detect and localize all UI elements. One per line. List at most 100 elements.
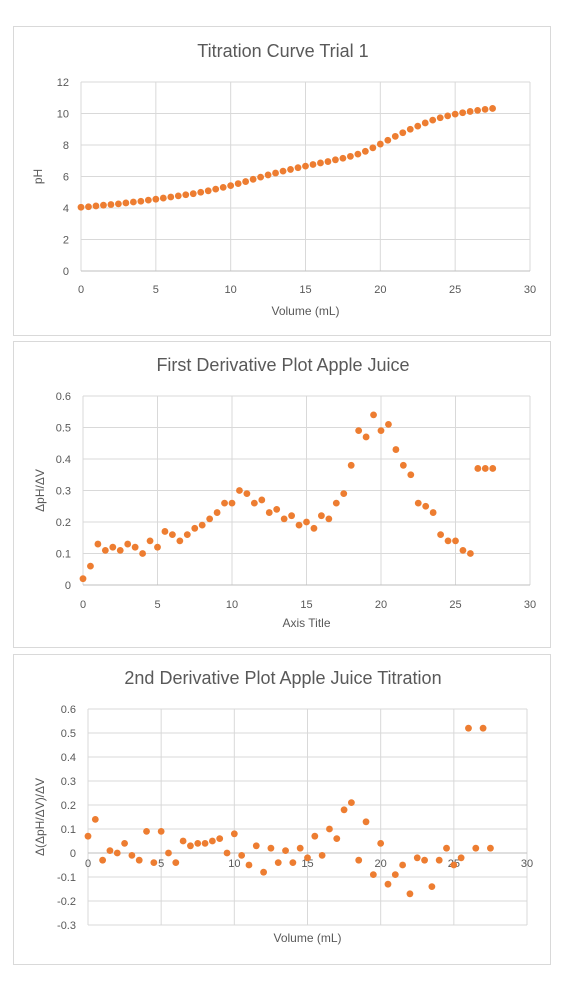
y-tick-label: 8 bbox=[63, 140, 69, 152]
data-point bbox=[250, 499, 258, 507]
data-point bbox=[414, 122, 422, 130]
data-point bbox=[347, 152, 354, 160]
data-point bbox=[289, 859, 297, 866]
x-axis-title: Axis Title bbox=[282, 616, 330, 630]
data-point bbox=[369, 144, 377, 152]
data-point bbox=[355, 427, 363, 435]
data-point bbox=[213, 509, 221, 516]
data-point bbox=[287, 166, 294, 173]
data-point bbox=[347, 461, 355, 469]
data-point bbox=[242, 178, 250, 185]
data-point bbox=[413, 854, 421, 862]
data-point bbox=[92, 202, 100, 210]
data-point bbox=[326, 825, 333, 833]
y-tick-label: 0 bbox=[70, 848, 76, 860]
first-derivative-plot: First Derivative Plot Apple Juice 0 0.1 0.2… bbox=[33, 355, 536, 630]
x-tick-label: 5 bbox=[154, 599, 160, 611]
data-point bbox=[304, 854, 311, 862]
data-point bbox=[437, 531, 444, 538]
data-point bbox=[135, 856, 143, 864]
data-point bbox=[128, 852, 136, 859]
data-point bbox=[274, 859, 282, 866]
data-point bbox=[391, 871, 399, 878]
data-point bbox=[272, 169, 279, 177]
data-point bbox=[191, 524, 199, 532]
x-tick-label: 20 bbox=[374, 284, 386, 296]
x-tick-label: 20 bbox=[375, 858, 387, 870]
data-point bbox=[302, 162, 309, 170]
data-point bbox=[265, 509, 273, 516]
data-point bbox=[377, 840, 385, 847]
data-point bbox=[474, 465, 482, 472]
data-point bbox=[121, 840, 128, 847]
x-axis-title: Volume (mL) bbox=[273, 931, 341, 945]
data-point bbox=[459, 109, 467, 117]
x-tick-label: 30 bbox=[521, 858, 533, 870]
data-point bbox=[384, 880, 392, 888]
data-point bbox=[399, 129, 407, 137]
data-point bbox=[167, 193, 175, 201]
data-point bbox=[94, 540, 102, 548]
x-tick-label: 0 bbox=[80, 599, 86, 611]
data-point bbox=[107, 201, 115, 208]
data-point bbox=[422, 502, 430, 510]
data-point bbox=[174, 192, 182, 200]
data-point bbox=[392, 446, 400, 453]
data-point bbox=[189, 190, 197, 198]
y-tick-label: -0.3 bbox=[57, 920, 76, 932]
y-tick-label: 4 bbox=[63, 203, 69, 215]
y-tick-label: 0.4 bbox=[56, 454, 71, 466]
data-point bbox=[87, 562, 94, 570]
data-point bbox=[252, 842, 260, 850]
data-point bbox=[479, 724, 487, 732]
data-point bbox=[169, 531, 176, 538]
data-point bbox=[187, 842, 194, 850]
x-tick-label: 10 bbox=[225, 284, 237, 296]
data-point bbox=[474, 106, 482, 114]
x-tick-label: 10 bbox=[226, 599, 238, 611]
titration-curve-plot: Titration Curve Trial 1 0 2 4 6 8 10 12 0 5 10 15 20… bbox=[31, 41, 536, 318]
data-point bbox=[179, 837, 187, 845]
y-tick-label: 0.1 bbox=[61, 824, 76, 836]
data-point bbox=[131, 543, 139, 551]
data-point bbox=[172, 859, 180, 866]
first-derivative-chart: First Derivative Plot Apple Juice 0 0.1 0.2… bbox=[13, 341, 551, 648]
data-point bbox=[201, 840, 209, 847]
data-point bbox=[152, 195, 160, 203]
data-point bbox=[370, 411, 377, 419]
x-tick-label: 5 bbox=[153, 284, 159, 296]
y-tick-label: 0 bbox=[63, 266, 69, 278]
x-tick-label: 20 bbox=[375, 599, 387, 611]
data-point bbox=[481, 465, 489, 472]
data-point bbox=[129, 198, 137, 206]
data-point bbox=[487, 844, 494, 852]
data-point bbox=[77, 203, 85, 211]
data-point bbox=[317, 159, 324, 167]
data-point bbox=[208, 837, 216, 845]
data-point bbox=[414, 499, 422, 507]
data-point bbox=[406, 125, 414, 133]
data-point bbox=[376, 140, 384, 148]
data-point bbox=[472, 844, 480, 852]
data-point bbox=[309, 161, 317, 168]
data-point bbox=[435, 856, 443, 864]
data-point bbox=[348, 799, 355, 806]
data-point bbox=[144, 196, 152, 204]
data-point bbox=[325, 515, 333, 523]
y-tick-label: 0.5 bbox=[56, 423, 71, 435]
data-point bbox=[124, 540, 132, 548]
data-point bbox=[311, 832, 319, 840]
data-point bbox=[238, 852, 246, 859]
chart-title: First Derivative Plot Apple Juice bbox=[156, 355, 409, 375]
data-point bbox=[234, 180, 242, 187]
data-point bbox=[361, 147, 369, 155]
y-tick-label: 0.3 bbox=[61, 776, 76, 788]
data-point bbox=[101, 546, 109, 554]
data-point bbox=[146, 537, 154, 545]
data-point bbox=[176, 537, 184, 545]
data-point bbox=[406, 890, 414, 898]
data-point bbox=[182, 191, 190, 199]
data-point bbox=[428, 883, 436, 890]
x-tick-label: 10 bbox=[228, 858, 240, 870]
data-point bbox=[421, 856, 428, 864]
